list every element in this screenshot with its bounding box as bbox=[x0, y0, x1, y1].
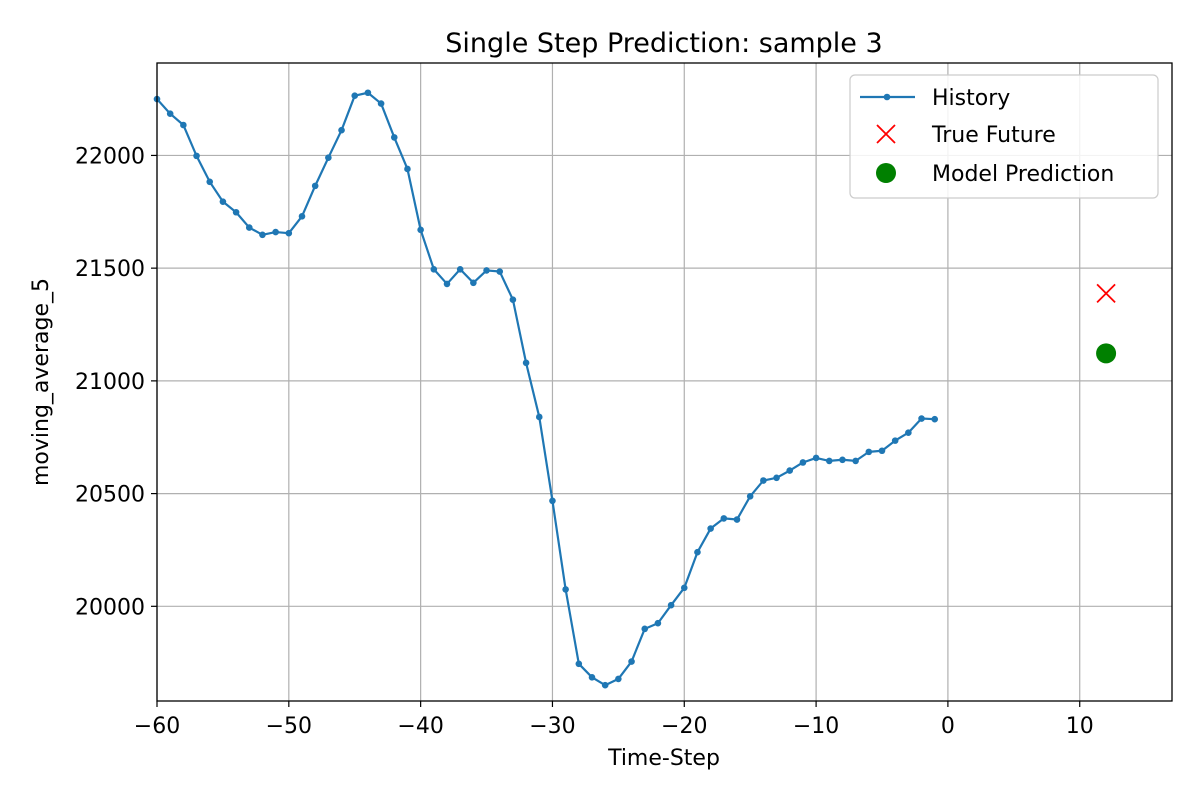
history-point bbox=[496, 268, 504, 275]
history-point bbox=[259, 231, 266, 239]
history-point bbox=[285, 229, 293, 237]
x-axis-label: Time-Step bbox=[607, 746, 720, 771]
history-point bbox=[825, 457, 833, 465]
true-future-point-stroke bbox=[1096, 283, 1116, 304]
legend-entry-history: History bbox=[860, 86, 1010, 111]
history-point bbox=[351, 92, 359, 99]
chart-title: Single Step Prediction: sample 3 bbox=[445, 28, 882, 59]
history-point bbox=[443, 280, 451, 288]
history-point bbox=[377, 100, 385, 107]
legend-true-future-label: True Future bbox=[931, 123, 1056, 148]
history-point bbox=[522, 359, 530, 367]
history-point bbox=[456, 265, 464, 273]
history-point bbox=[641, 625, 649, 633]
history-point bbox=[364, 89, 372, 97]
history-point bbox=[786, 467, 794, 474]
legend-true-future-marker-b bbox=[876, 124, 896, 144]
history-point bbox=[680, 584, 688, 592]
history-point bbox=[852, 457, 859, 465]
legend-history-label: History bbox=[932, 86, 1010, 111]
history-point bbox=[166, 110, 174, 118]
history-point bbox=[311, 182, 319, 190]
history-point bbox=[773, 474, 780, 482]
x-tick-label: 0 bbox=[941, 714, 955, 739]
x-tick-label: −50 bbox=[266, 714, 312, 739]
history-point bbox=[628, 658, 635, 665]
history-point bbox=[509, 296, 517, 304]
true-future-point bbox=[1096, 283, 1116, 304]
history-point bbox=[615, 675, 622, 683]
history-point bbox=[470, 279, 477, 287]
legend-model-prediction-label: Model Prediction bbox=[932, 162, 1114, 187]
history-point bbox=[245, 224, 253, 231]
history-point bbox=[390, 134, 398, 141]
history-point bbox=[417, 226, 424, 234]
legend-entry-model-prediction: Model Prediction bbox=[876, 162, 1114, 187]
history-point bbox=[601, 681, 609, 689]
history-point bbox=[338, 126, 345, 134]
ticks: −60 −50 −40 −30 −20 −10 0 10 20000 20500 21000 2150… bbox=[75, 144, 1094, 739]
history-point bbox=[404, 165, 411, 173]
x-tick-label: 10 bbox=[1066, 714, 1094, 739]
history-point bbox=[905, 429, 912, 437]
history-point bbox=[918, 415, 925, 422]
series-layer bbox=[153, 89, 1117, 689]
history-point bbox=[549, 497, 556, 505]
y-axis-label: moving_average_5 bbox=[29, 278, 54, 486]
series-0 bbox=[153, 89, 939, 689]
legend-history-marker bbox=[883, 93, 891, 101]
y-tick-label: 20000 bbox=[75, 595, 145, 620]
history-point bbox=[483, 267, 490, 274]
series-2 bbox=[1096, 343, 1117, 364]
history-point bbox=[562, 586, 569, 593]
history-point bbox=[707, 525, 714, 532]
history-point bbox=[891, 437, 899, 444]
history-point bbox=[733, 516, 741, 523]
history-point bbox=[232, 208, 240, 216]
x-tick-label: −30 bbox=[529, 714, 575, 739]
history-point bbox=[799, 459, 807, 466]
history-point bbox=[325, 154, 332, 161]
y-tick-label: 21000 bbox=[75, 370, 145, 395]
history-point bbox=[667, 601, 675, 609]
history-point bbox=[219, 198, 227, 205]
legend-model-prediction-marker bbox=[876, 163, 896, 183]
x-tick-label: −40 bbox=[397, 714, 443, 739]
history-point bbox=[746, 492, 754, 500]
history-point bbox=[193, 152, 200, 160]
history-point bbox=[865, 448, 873, 456]
history-point bbox=[812, 454, 820, 462]
model-prediction-point bbox=[1096, 343, 1117, 364]
history-point bbox=[298, 213, 306, 220]
history-point bbox=[180, 121, 187, 129]
y-tick-label: 21500 bbox=[75, 257, 145, 282]
plot-frame bbox=[156, 62, 1173, 702]
history-point bbox=[575, 660, 583, 668]
legend: History True Future Model Prediction bbox=[849, 74, 1159, 199]
legend-frame bbox=[849, 74, 1159, 199]
history-point bbox=[654, 619, 662, 627]
history-point bbox=[720, 515, 728, 522]
history-point bbox=[839, 456, 846, 464]
y-tick-label: 20500 bbox=[75, 483, 145, 508]
legend-entry-true-future: True Future bbox=[876, 123, 1056, 148]
history-point bbox=[272, 228, 279, 236]
x-tick-label: −20 bbox=[661, 714, 707, 739]
history-point bbox=[760, 477, 767, 484]
x-tick-label: −60 bbox=[134, 714, 180, 739]
history-point bbox=[588, 674, 596, 681]
x-tick-label: −10 bbox=[793, 714, 839, 739]
y-tick-label: 22000 bbox=[75, 144, 145, 169]
history-point bbox=[535, 413, 543, 421]
history-point bbox=[694, 548, 701, 556]
series-1 bbox=[1096, 283, 1116, 304]
history-point bbox=[878, 447, 886, 455]
history-point bbox=[430, 265, 438, 273]
history-point bbox=[206, 178, 214, 186]
history-point bbox=[931, 415, 939, 423]
